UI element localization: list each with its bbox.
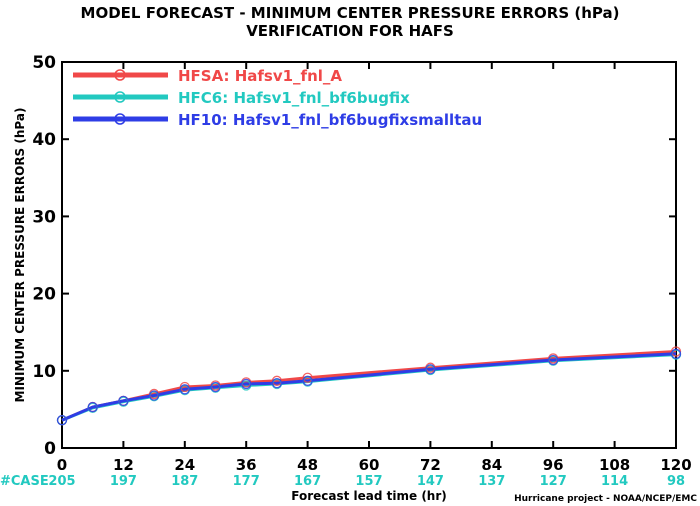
y-tick-label: 50 [32,53,56,73]
series-3-point [87,401,98,413]
legend-label-3: HF10: Hafsv1_fnl_bf6bugfixsmalltau [178,111,482,129]
y-axis-label: MINIMUM CENTER PRESSURE ERRORS (hPa) [13,108,27,403]
series-3-point [548,354,559,366]
series-3-point [271,378,283,389]
x-tick-label: 12 [113,456,134,474]
case-count: 127 [540,474,567,489]
series-1-point [302,372,313,383]
case-count: 205 [48,474,75,489]
legend-label-1: HFSA: Hafsv1_fnl_A [178,67,342,85]
series-3-point [670,348,682,359]
case-count: 167 [294,474,321,489]
case-count: 157 [355,474,382,489]
case-count: 187 [171,474,198,489]
series-line-2 [61,353,677,422]
series-3-point [118,395,129,407]
x-axis-ticks: 0 12 24 36 48 60 72 84 96 108 120 [57,62,692,474]
case-label: #CASE [0,474,49,489]
case-count: 177 [233,474,260,489]
series-3-point [302,375,313,386]
y-tick-label: 10 [32,362,56,382]
legend-label-2: HFC6: Hafsv1_fnl_bf6bugfix [178,89,410,107]
series-3-point [241,378,252,390]
legend-marker-3 [114,113,126,125]
x-tick-label: 108 [599,456,630,474]
x-tick-label: 60 [359,456,380,474]
series-line-1 [61,350,677,422]
x-tick-label: 24 [174,456,195,474]
x-tick-label: 120 [660,456,691,474]
legend-marker-1 [114,69,126,81]
legend-marker-2 [114,91,126,103]
series-3-point [56,415,68,426]
y-tick-label: 0 [44,439,56,459]
x-axis-label: Forecast lead time (hr) [291,489,447,503]
series-line-3 [61,352,677,422]
x-tick-label: 36 [236,456,257,474]
legend: HFSA: Hafsv1_fnl_A HFC6: Hafsv1_fnl_bf6bu… [73,67,482,129]
case-count: 147 [417,474,444,489]
series-3-point [148,390,160,401]
y-tick-label: 30 [32,207,56,227]
case-count: 197 [110,474,137,489]
y-tick-label: 40 [32,130,56,150]
credit-text: Hurricane project - NOAA/NCEP/EMC [514,494,697,504]
series-3-point [425,364,436,375]
series-3-point [210,381,221,393]
chart-subtitle: VERIFICATION FOR HAFS [246,22,454,40]
x-tick-label: 48 [297,456,318,474]
case-count: 98 [667,474,685,489]
x-tick-label: 0 [57,456,67,474]
y-axis-ticks: 0 10 20 30 40 50 [32,53,676,459]
case-count: 137 [478,474,505,489]
case-count: 114 [601,474,628,489]
x-tick-label: 84 [481,456,502,474]
series-layer [56,346,682,426]
series-3-point [179,384,190,395]
case-counts-row: #CASE 205 197 187 177 167 157 147 137 127 114 98 [0,474,685,489]
x-tick-label: 72 [420,456,441,474]
x-tick-label: 96 [543,456,564,474]
chart-title: MODEL FORECAST - MINIMUM CENTER PRESSURE… [81,4,620,22]
y-tick-label: 20 [32,285,56,305]
